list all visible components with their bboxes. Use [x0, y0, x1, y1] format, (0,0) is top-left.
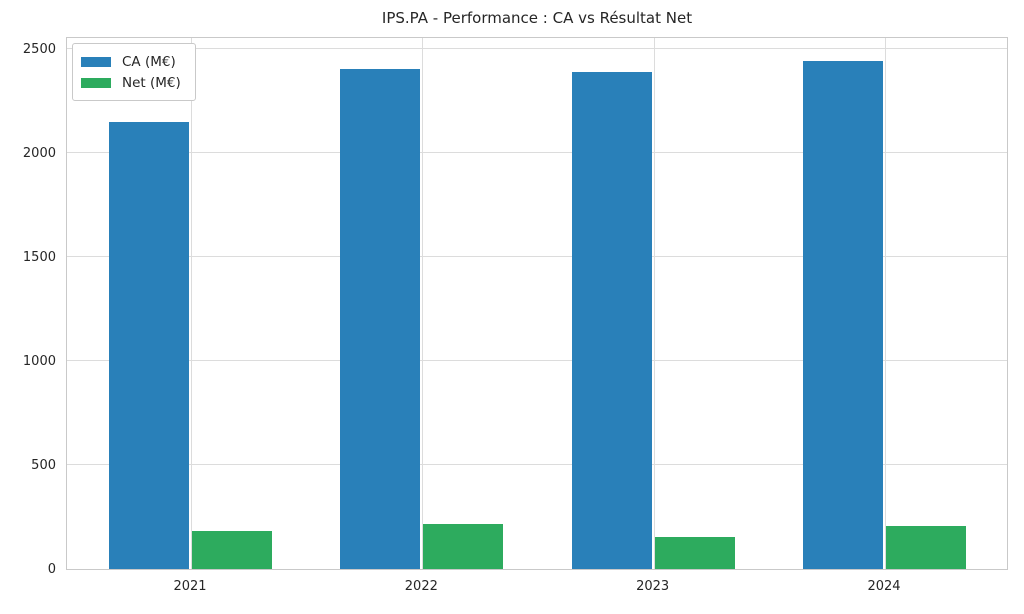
gridline-v-2024	[884, 38, 886, 569]
legend-swatch-ca	[81, 56, 111, 67]
bar-ca-2024	[802, 61, 883, 569]
x-tick-label-2024: 2024	[867, 579, 901, 594]
y-tick-label-500: 500	[31, 457, 56, 473]
bar-ca-2021	[109, 122, 189, 569]
legend-swatch-net	[81, 77, 111, 88]
legend-entry-net: Net (M€)	[81, 72, 181, 93]
gridline-h-1000	[67, 359, 1007, 361]
gridline-h-500	[67, 463, 1007, 465]
gridline-v-2021	[191, 38, 192, 569]
gridline-v-2023	[653, 38, 655, 569]
gridline-h-1500	[67, 255, 1007, 257]
y-tick-label-2000: 2000	[22, 145, 56, 161]
bar-ca-2022	[340, 68, 421, 569]
bar-net-2023	[654, 536, 735, 569]
plot-area	[66, 37, 1008, 570]
legend-label-net: Net (M€)	[122, 74, 181, 91]
gridline-h-2000	[67, 151, 1007, 153]
bar-ca-2023	[571, 71, 652, 569]
y-tick-label-0: 0	[47, 562, 56, 577]
x-tick-label-2021: 2021	[173, 579, 207, 594]
legend-entry-ca: CA (M€)	[81, 51, 181, 72]
legend: CA (M€) Net (M€)	[72, 43, 196, 101]
gridline-v-2022	[422, 38, 424, 569]
bar-net-2021	[192, 530, 272, 569]
y-tick-label-2500: 2500	[22, 41, 56, 57]
x-tick-label-2023: 2023	[636, 579, 670, 594]
bar-net-2024	[885, 526, 966, 569]
x-tick-label-2022: 2022	[404, 579, 438, 594]
chart-title: IPS.PA - Performance : CA vs Résultat Ne…	[381, 9, 693, 27]
legend-label-ca: CA (M€)	[122, 53, 176, 70]
y-tick-label-1500: 1500	[22, 249, 56, 265]
gridline-h-2500	[67, 47, 1007, 49]
bar-net-2022	[423, 524, 504, 569]
y-tick-label-1000: 1000	[22, 353, 56, 369]
